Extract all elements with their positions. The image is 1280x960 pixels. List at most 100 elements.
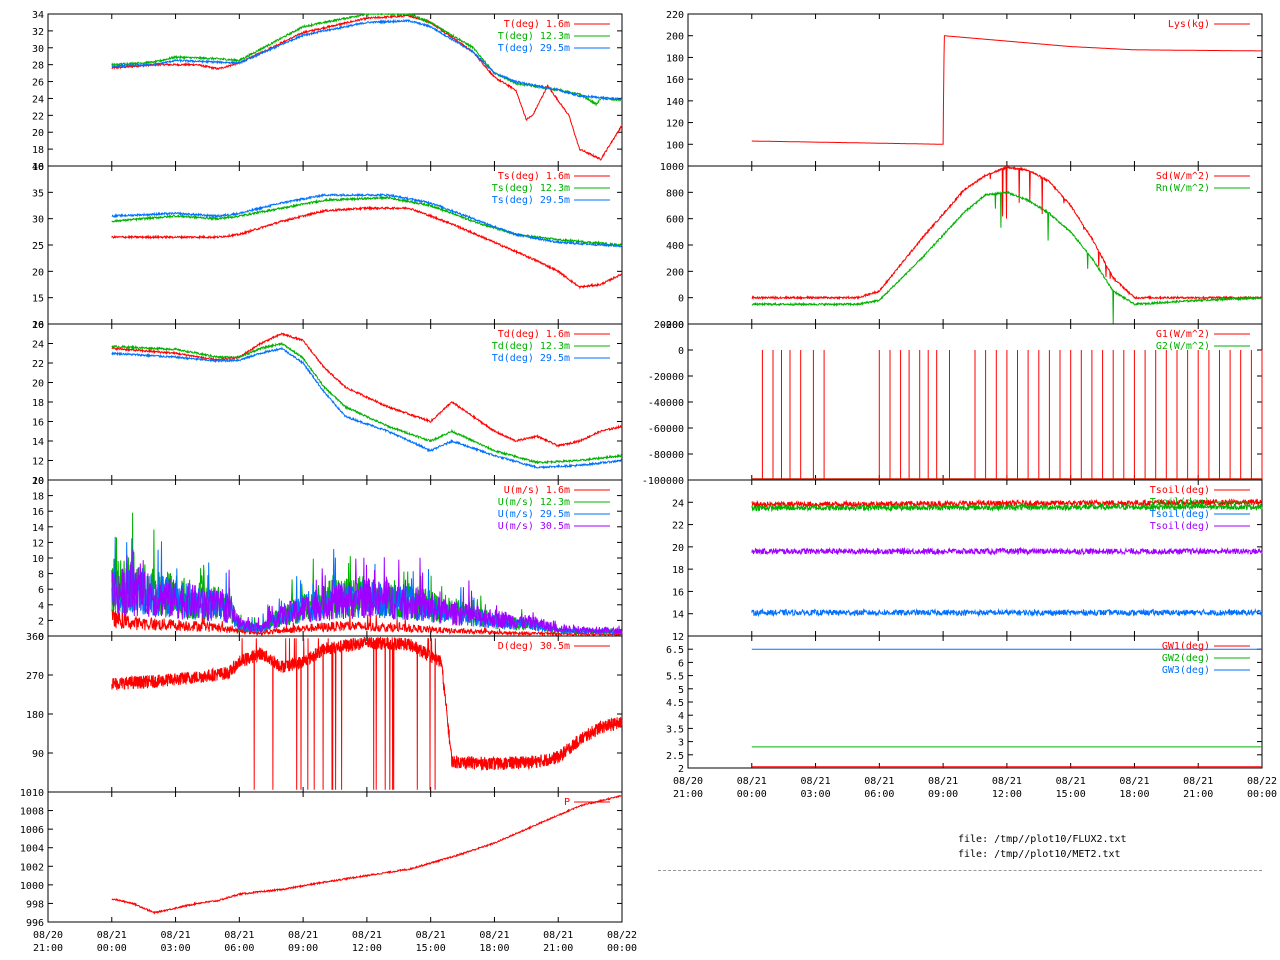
series-line-T-2 <box>111 18 623 101</box>
ytick-label-T-9: 34 <box>32 10 44 21</box>
xtick-label-time-left-2: 03:00 <box>161 943 191 954</box>
footer-file-2: file: /tmp//plot10/MET2.txt <box>958 849 1121 860</box>
legend-label-Ts-0: Ts(deg) 1.6m <box>498 171 570 182</box>
xtick-label-date-left-8: 08/21 <box>543 930 573 941</box>
ytick-label-Tsoil-1: 14 <box>672 610 684 621</box>
ytick-label-T-2: 20 <box>32 128 44 139</box>
ytick-label-Td-2: 14 <box>32 437 44 448</box>
ytick-label-Ts-1: 15 <box>32 294 44 305</box>
ytick-label-Lys-3: 160 <box>666 75 684 86</box>
ytick-label-GW-4: 4 <box>678 711 684 722</box>
ytick-label-GW-5: 4.5 <box>666 698 684 709</box>
ytick-label-P-4: 1004 <box>20 844 44 855</box>
ytick-label-T-8: 32 <box>32 27 44 38</box>
ytick-label-Rad-0: -200 <box>660 320 684 331</box>
legend-label-G-1: G2(W/m^2) <box>1156 341 1210 352</box>
xtick-label-date-left-7: 08/21 <box>479 930 509 941</box>
ytick-label-Ts-2: 20 <box>32 267 44 278</box>
legend-label-T-2: T(deg) 29.5m <box>498 43 570 54</box>
footer-file-1: file: /tmp//plot10/FLUX2.txt <box>958 834 1127 845</box>
series-line-Rad-0 <box>751 165 1263 301</box>
xtick-label-time-right-6: 15:00 <box>1056 789 1086 800</box>
ytick-label-U-5: 10 <box>32 554 44 565</box>
legend-label-Tsoil-2: Tsoil(deg) <box>1150 509 1210 520</box>
series-line-P-0 <box>111 794 623 915</box>
xtick-label-date-left-2: 08/21 <box>161 930 191 941</box>
ytick-label-G-4: -20000 <box>648 372 684 383</box>
xtick-label-date-left-3: 08/21 <box>224 930 254 941</box>
ytick-label-Rad-2: 200 <box>666 267 684 278</box>
ytick-label-Tsoil-2: 16 <box>672 587 684 598</box>
xtick-label-date-right-0: 08/20 <box>673 776 703 787</box>
series-line-D-0 <box>111 636 623 790</box>
ytick-label-P-6: 1008 <box>20 807 44 818</box>
ytick-label-Ts-4: 30 <box>32 215 44 226</box>
ytick-label-Ts-6: 40 <box>32 162 44 173</box>
ytick-label-U-7: 14 <box>32 523 44 534</box>
xtick-label-time-left-1: 00:00 <box>97 943 127 954</box>
xtick-label-date-left-1: 08/21 <box>97 930 127 941</box>
ytick-label-T-6: 28 <box>32 61 44 72</box>
legend-label-Td-2: Td(deg) 29.5m <box>492 353 570 364</box>
xtick-label-time-left-8: 21:00 <box>543 943 573 954</box>
ytick-label-Tsoil-6: 24 <box>672 498 684 509</box>
xtick-label-date-right-3: 08/21 <box>864 776 894 787</box>
ytick-label-Lys-6: 220 <box>666 10 684 21</box>
series-line-Td-2 <box>111 346 623 470</box>
xtick-label-time-right-7: 18:00 <box>1119 789 1149 800</box>
xtick-label-time-right-1: 00:00 <box>737 789 767 800</box>
ytick-label-Td-7: 24 <box>32 340 44 351</box>
legend-label-Td-0: Td(deg) 1.6m <box>498 329 570 340</box>
xtick-label-date-left-5: 08/21 <box>352 930 382 941</box>
ytick-label-T-3: 22 <box>32 111 44 122</box>
separator-line <box>658 870 1262 871</box>
ytick-label-P-2: 1000 <box>20 881 44 892</box>
ytick-label-Td-8: 26 <box>32 320 44 331</box>
ytick-label-T-7: 30 <box>32 44 44 55</box>
legend-label-Tsoil-0: Tsoil(deg) <box>1150 485 1210 496</box>
ytick-label-U-2: 4 <box>38 601 44 612</box>
ytick-label-T-1: 18 <box>32 145 44 156</box>
ytick-label-G-2: -60000 <box>648 424 684 435</box>
ytick-label-Ts-5: 35 <box>32 188 44 199</box>
ytick-label-Lys-1: 120 <box>666 119 684 130</box>
xtick-label-date-right-1: 08/21 <box>737 776 767 787</box>
legend-label-Lys-0: Lys(kg) <box>1168 19 1210 30</box>
ytick-label-Rad-5: 800 <box>666 188 684 199</box>
series-line-Td-1 <box>111 342 623 465</box>
legend-label-GW-1: GW2(deg) <box>1162 653 1210 664</box>
ytick-label-Rad-3: 400 <box>666 241 684 252</box>
series-line-Lys-0 <box>751 35 1262 145</box>
ytick-label-GW-6: 5 <box>678 685 684 696</box>
ytick-label-Lys-2: 140 <box>666 97 684 108</box>
ytick-label-Lys-4: 180 <box>666 53 684 64</box>
series-line-U-0 <box>111 595 623 637</box>
xtick-label-time-right-0: 21:00 <box>673 789 703 800</box>
xtick-label-date-right-9: 08/22 <box>1247 776 1277 787</box>
ytick-label-U-1: 2 <box>38 616 44 627</box>
ytick-label-U-6: 12 <box>32 538 44 549</box>
series-line-Ts-2 <box>111 192 623 248</box>
legend-label-Ts-2: Ts(deg) 29.5m <box>492 195 570 206</box>
series-line-T-0 <box>111 14 623 161</box>
ytick-label-GW-9: 6.5 <box>666 645 684 656</box>
series-line-Rad-1 <box>751 190 1263 325</box>
xtick-label-date-right-5: 08/21 <box>992 776 1022 787</box>
ytick-label-G-5: 0 <box>678 346 684 357</box>
ytick-label-G-1: -80000 <box>648 450 684 461</box>
ytick-label-T-5: 26 <box>32 78 44 89</box>
xtick-label-time-left-3: 06:00 <box>224 943 254 954</box>
ytick-label-U-4: 8 <box>38 570 44 581</box>
xtick-label-time-right-9: 00:00 <box>1247 789 1277 800</box>
ytick-label-GW-2: 3 <box>678 738 684 749</box>
ytick-label-Lys-5: 200 <box>666 32 684 43</box>
ytick-label-U-3: 6 <box>38 585 44 596</box>
xtick-label-time-right-5: 12:00 <box>992 789 1022 800</box>
xtick-label-date-left-0: 08/20 <box>33 930 63 941</box>
legend-label-Td-1: Td(deg) 12.3m <box>492 341 570 352</box>
ytick-label-Rad-1: 0 <box>678 294 684 305</box>
xtick-label-time-left-5: 12:00 <box>352 943 382 954</box>
legend-label-Ts-1: Ts(deg) 12.3m <box>492 183 570 194</box>
xtick-label-time-left-7: 18:00 <box>479 943 509 954</box>
